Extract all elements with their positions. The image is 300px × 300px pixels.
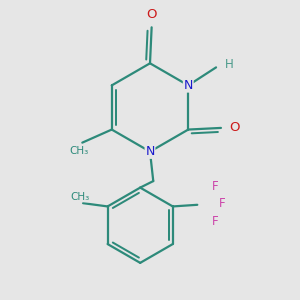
Text: F: F [212, 180, 219, 193]
Text: N: N [184, 79, 193, 92]
Text: O: O [146, 8, 157, 21]
Text: F: F [218, 197, 225, 210]
Text: CH₃: CH₃ [69, 146, 89, 156]
Text: H: H [225, 58, 233, 70]
Text: O: O [229, 122, 239, 134]
Text: CH₃: CH₃ [70, 192, 89, 202]
Text: F: F [212, 215, 219, 228]
Text: N: N [145, 145, 155, 158]
